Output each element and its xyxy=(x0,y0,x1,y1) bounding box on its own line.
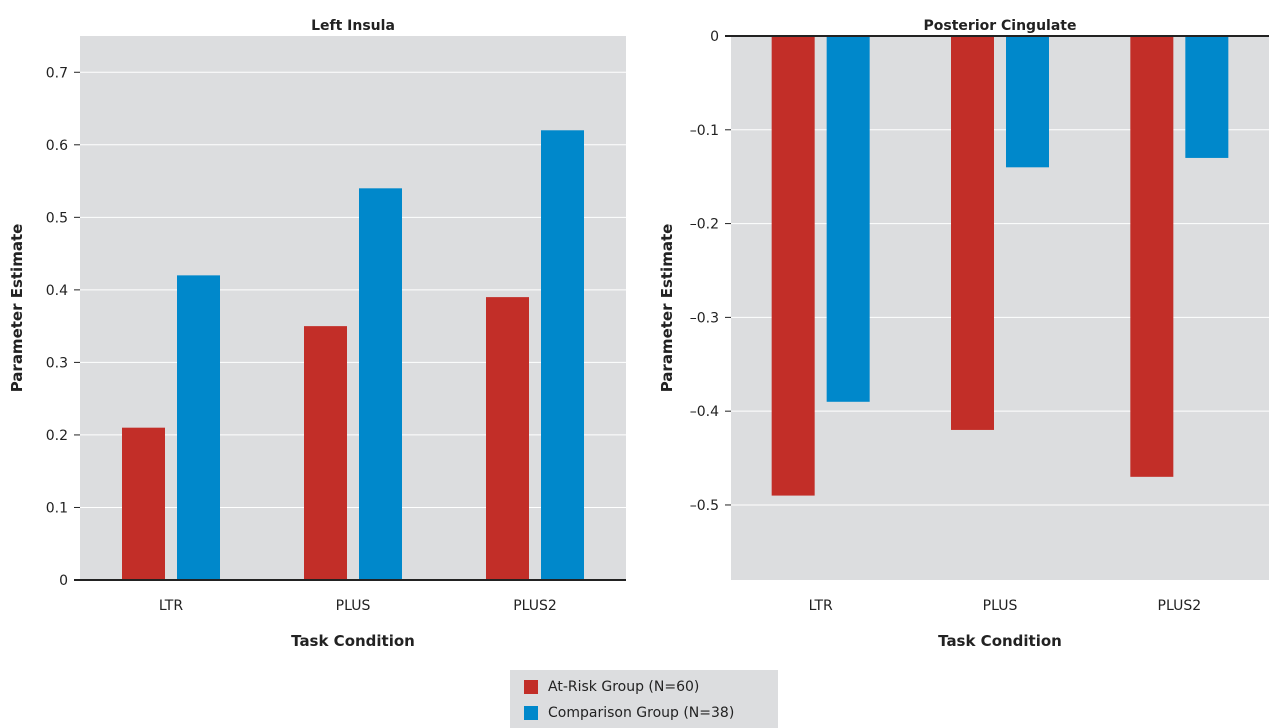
y-tick-label: 0.3 xyxy=(46,355,68,371)
legend-swatch-comparison xyxy=(524,706,538,720)
x-tick-label: PLUS xyxy=(983,598,1018,614)
bar-at-risk-ltr xyxy=(771,36,815,496)
y-tick-label: 0 xyxy=(59,573,68,589)
y-tick-label: 0.1 xyxy=(46,500,68,516)
bar-at-risk-plus2 xyxy=(486,297,529,580)
x-tick-label: LTR xyxy=(809,598,833,614)
y-axis-label: Parameter Estimate xyxy=(8,224,26,393)
bar-comparison-plus xyxy=(359,188,402,580)
bar-comparison-ltr xyxy=(826,36,870,402)
x-tick-label: PLUS xyxy=(336,598,371,614)
bar-comparison-plus2 xyxy=(541,130,584,580)
y-tick-label: –0.3 xyxy=(690,310,719,326)
y-tick-label: –0.2 xyxy=(690,217,719,233)
x-axis-label: Task Condition xyxy=(938,632,1062,650)
chart-title: Left Insula xyxy=(311,18,395,34)
plot-background xyxy=(80,36,626,580)
bar-at-risk-plus2 xyxy=(1130,36,1174,477)
y-tick-label: 0.5 xyxy=(46,210,68,226)
chart-title: Posterior Cingulate xyxy=(924,18,1077,34)
legend-label-at-risk: At-Risk Group (N=60) xyxy=(548,679,700,695)
y-tick-label: 0.4 xyxy=(46,283,68,299)
bar-comparison-plus xyxy=(1006,36,1049,168)
y-axis-label: Parameter Estimate xyxy=(658,224,676,393)
bar-comparison-ltr xyxy=(177,275,220,580)
y-tick-label: –0.1 xyxy=(690,123,719,139)
chart-panel-2: 0 –0.1 –0.2 –0.3 –0.4 –0.5 LTR PLUS PLUS2 Posteri… xyxy=(658,18,1269,650)
bar-at-risk-plus xyxy=(304,326,347,580)
x-tick-label: PLUS2 xyxy=(1158,598,1202,614)
plot-background xyxy=(731,36,1269,580)
y-tick-label: –0.5 xyxy=(690,498,719,514)
legend-item-comparison: Comparison Group (N=38) xyxy=(524,703,734,723)
x-tick-label: PLUS2 xyxy=(513,598,557,614)
y-tick-label: 0.7 xyxy=(46,65,68,81)
bar-at-risk-plus xyxy=(951,36,994,430)
bar-comparison-plus2 xyxy=(1185,36,1229,158)
y-tick-label: 0.2 xyxy=(46,428,68,444)
y-tick-label: 0 xyxy=(710,29,719,45)
legend-swatch-at-risk xyxy=(524,680,538,694)
bar-at-risk-ltr xyxy=(122,427,165,580)
legend-label-comparison: Comparison Group (N=38) xyxy=(548,705,735,721)
y-tick-label: 0.6 xyxy=(46,138,68,154)
x-axis-label: Task Condition xyxy=(291,632,415,650)
chart-canvas: 0 0.1 0.2 0.3 0.4 0.5 0.6 0.7 LTR PLUS PLUS2 Left I… xyxy=(8,18,1269,650)
x-tick-label: LTR xyxy=(159,598,183,614)
y-tick-label: –0.4 xyxy=(690,404,719,420)
chart-panel-1: 0 0.1 0.2 0.3 0.4 0.5 0.6 0.7 LTR PLUS PLUS2 Left I… xyxy=(8,18,626,650)
legend: At-Risk Group (N=60) Comparison Group (N… xyxy=(510,670,778,728)
legend-item-at-risk: At-Risk Group (N=60) xyxy=(524,677,699,697)
